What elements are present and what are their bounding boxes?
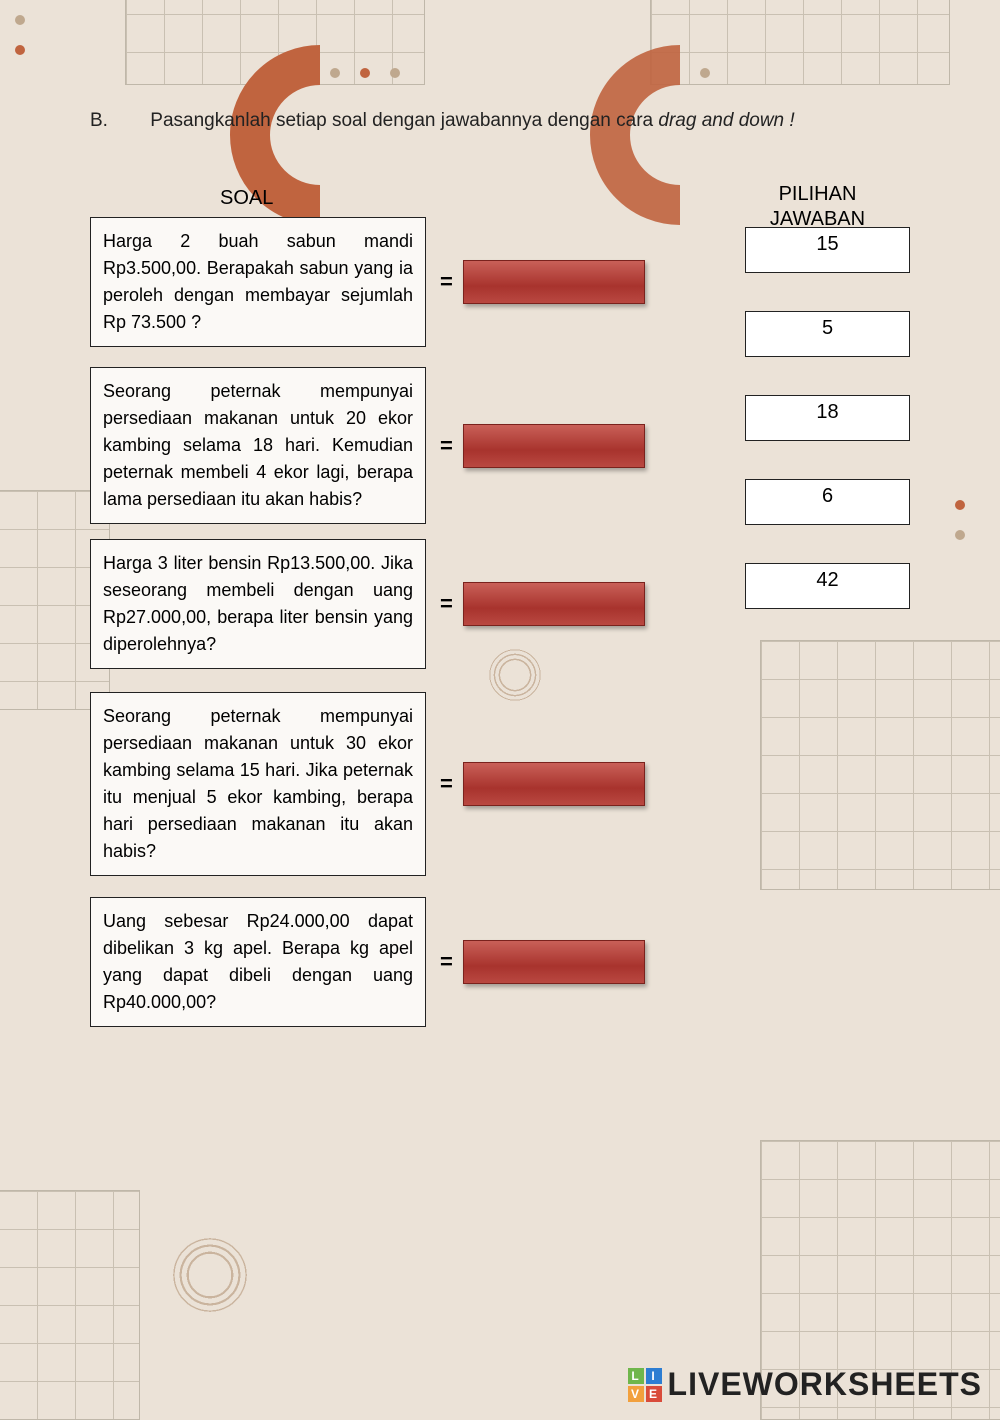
- equals-sign: =: [440, 771, 453, 797]
- answer-bank: 15 5 18 6 42: [745, 227, 910, 609]
- section-label: B.: [90, 110, 145, 132]
- watermark-badge: L I V E: [628, 1368, 662, 1402]
- dot-decor: [330, 68, 340, 78]
- answer-dropzone[interactable]: [463, 424, 645, 468]
- dot-decor: [360, 68, 370, 78]
- answer-dropzone[interactable]: [463, 940, 645, 984]
- answer-chip[interactable]: 18: [745, 395, 910, 441]
- answer-chip[interactable]: 15: [745, 227, 910, 273]
- question-row: Seorang peternak mempunyai persediaan ma…: [90, 367, 645, 524]
- watermark-text: LIVEWORKSHEETS: [668, 1366, 982, 1403]
- liveworksheets-watermark: L I V E LIVEWORKSHEETS: [628, 1366, 982, 1403]
- dot-decor: [700, 68, 710, 78]
- scribble-decor: [160, 1225, 260, 1325]
- question-row: Uang sebesar Rp24.000,00 dapat dibelikan…: [90, 897, 645, 1027]
- dot-decor: [15, 15, 25, 25]
- dot-decor: [955, 500, 965, 510]
- answer-chip[interactable]: 42: [745, 563, 910, 609]
- question-box: Uang sebesar Rp24.000,00 dapat dibelikan…: [90, 897, 426, 1027]
- grid-decor: [760, 640, 1000, 890]
- grid-decor: [650, 0, 950, 85]
- equals-sign: =: [440, 949, 453, 975]
- equals-sign: =: [440, 269, 453, 295]
- question-row: Harga 3 liter bensin Rp13.500,00. Jika s…: [90, 539, 645, 669]
- question-row: Seorang peternak mempunyai persediaan ma…: [90, 692, 645, 876]
- answer-dropzone[interactable]: [463, 582, 645, 626]
- answer-chip[interactable]: 6: [745, 479, 910, 525]
- question-box: Harga 3 liter bensin Rp13.500,00. Jika s…: [90, 539, 426, 669]
- grid-decor: [0, 1190, 140, 1420]
- answer-dropzone[interactable]: [463, 260, 645, 304]
- instruction-line: B. Pasangkanlah setiap soal dengan jawab…: [90, 110, 910, 132]
- answer-chip[interactable]: 5: [745, 311, 910, 357]
- answer-dropzone[interactable]: [463, 762, 645, 806]
- pilihan-header: PILIHAN JAWABAN: [735, 182, 900, 232]
- question-box: Harga 2 buah sabun mandi Rp3.500,00. Ber…: [90, 217, 426, 347]
- question-box: Seorang peternak mempunyai persediaan ma…: [90, 367, 426, 524]
- soal-header: SOAL: [220, 187, 273, 210]
- dot-decor: [955, 530, 965, 540]
- equals-sign: =: [440, 433, 453, 459]
- instruction-text: Pasangkanlah setiap soal dengan jawabann…: [150, 110, 890, 132]
- dot-decor: [15, 45, 25, 55]
- question-row: Harga 2 buah sabun mandi Rp3.500,00. Ber…: [90, 217, 645, 347]
- question-box: Seorang peternak mempunyai persediaan ma…: [90, 692, 426, 876]
- equals-sign: =: [440, 591, 453, 617]
- worksheet-page: B. Pasangkanlah setiap soal dengan jawab…: [90, 110, 910, 187]
- dot-decor: [390, 68, 400, 78]
